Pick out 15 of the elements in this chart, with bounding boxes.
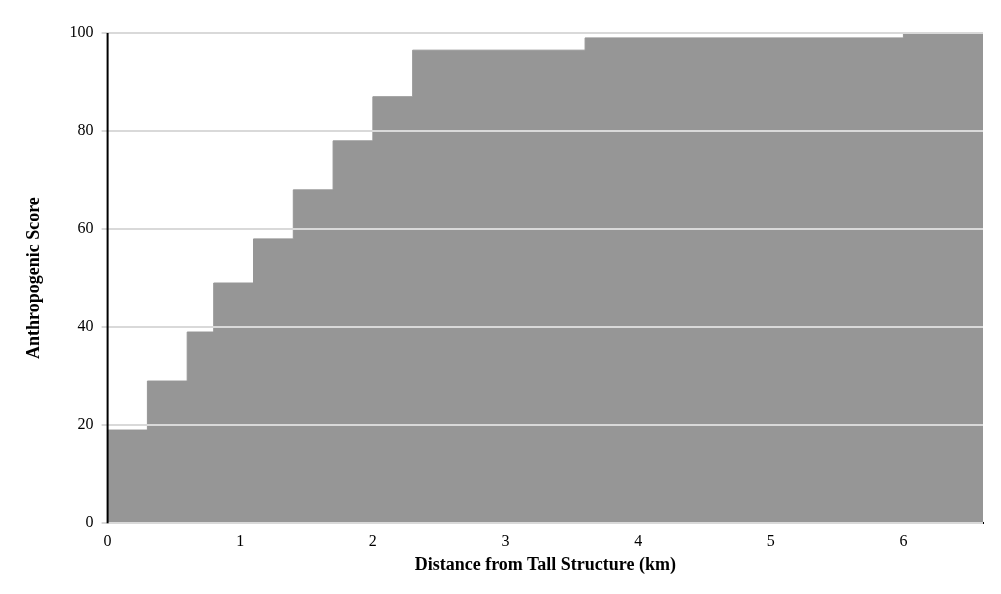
y-tick-label: 40 [77, 317, 94, 335]
x-tick-label: 0 [103, 532, 112, 549]
x-tick-label: 4 [634, 532, 643, 549]
x-tick-label: 2 [368, 532, 377, 549]
y-axis-title: Anthropogenic Score [23, 197, 44, 360]
y-tick-label: 80 [77, 121, 94, 139]
y-tick-label: 60 [77, 219, 94, 237]
y-tick-label: 0 [85, 513, 94, 531]
x-axis-title: Distance from Tall Structure (km) [414, 553, 676, 575]
x-tick-label: 5 [766, 532, 775, 549]
y-tick-label: 100 [69, 23, 94, 41]
x-tick-label: 1 [236, 532, 245, 549]
x-tick-label: 3 [501, 532, 510, 549]
x-tick-label: 6 [899, 532, 908, 549]
y-tick-label: 20 [77, 415, 94, 433]
